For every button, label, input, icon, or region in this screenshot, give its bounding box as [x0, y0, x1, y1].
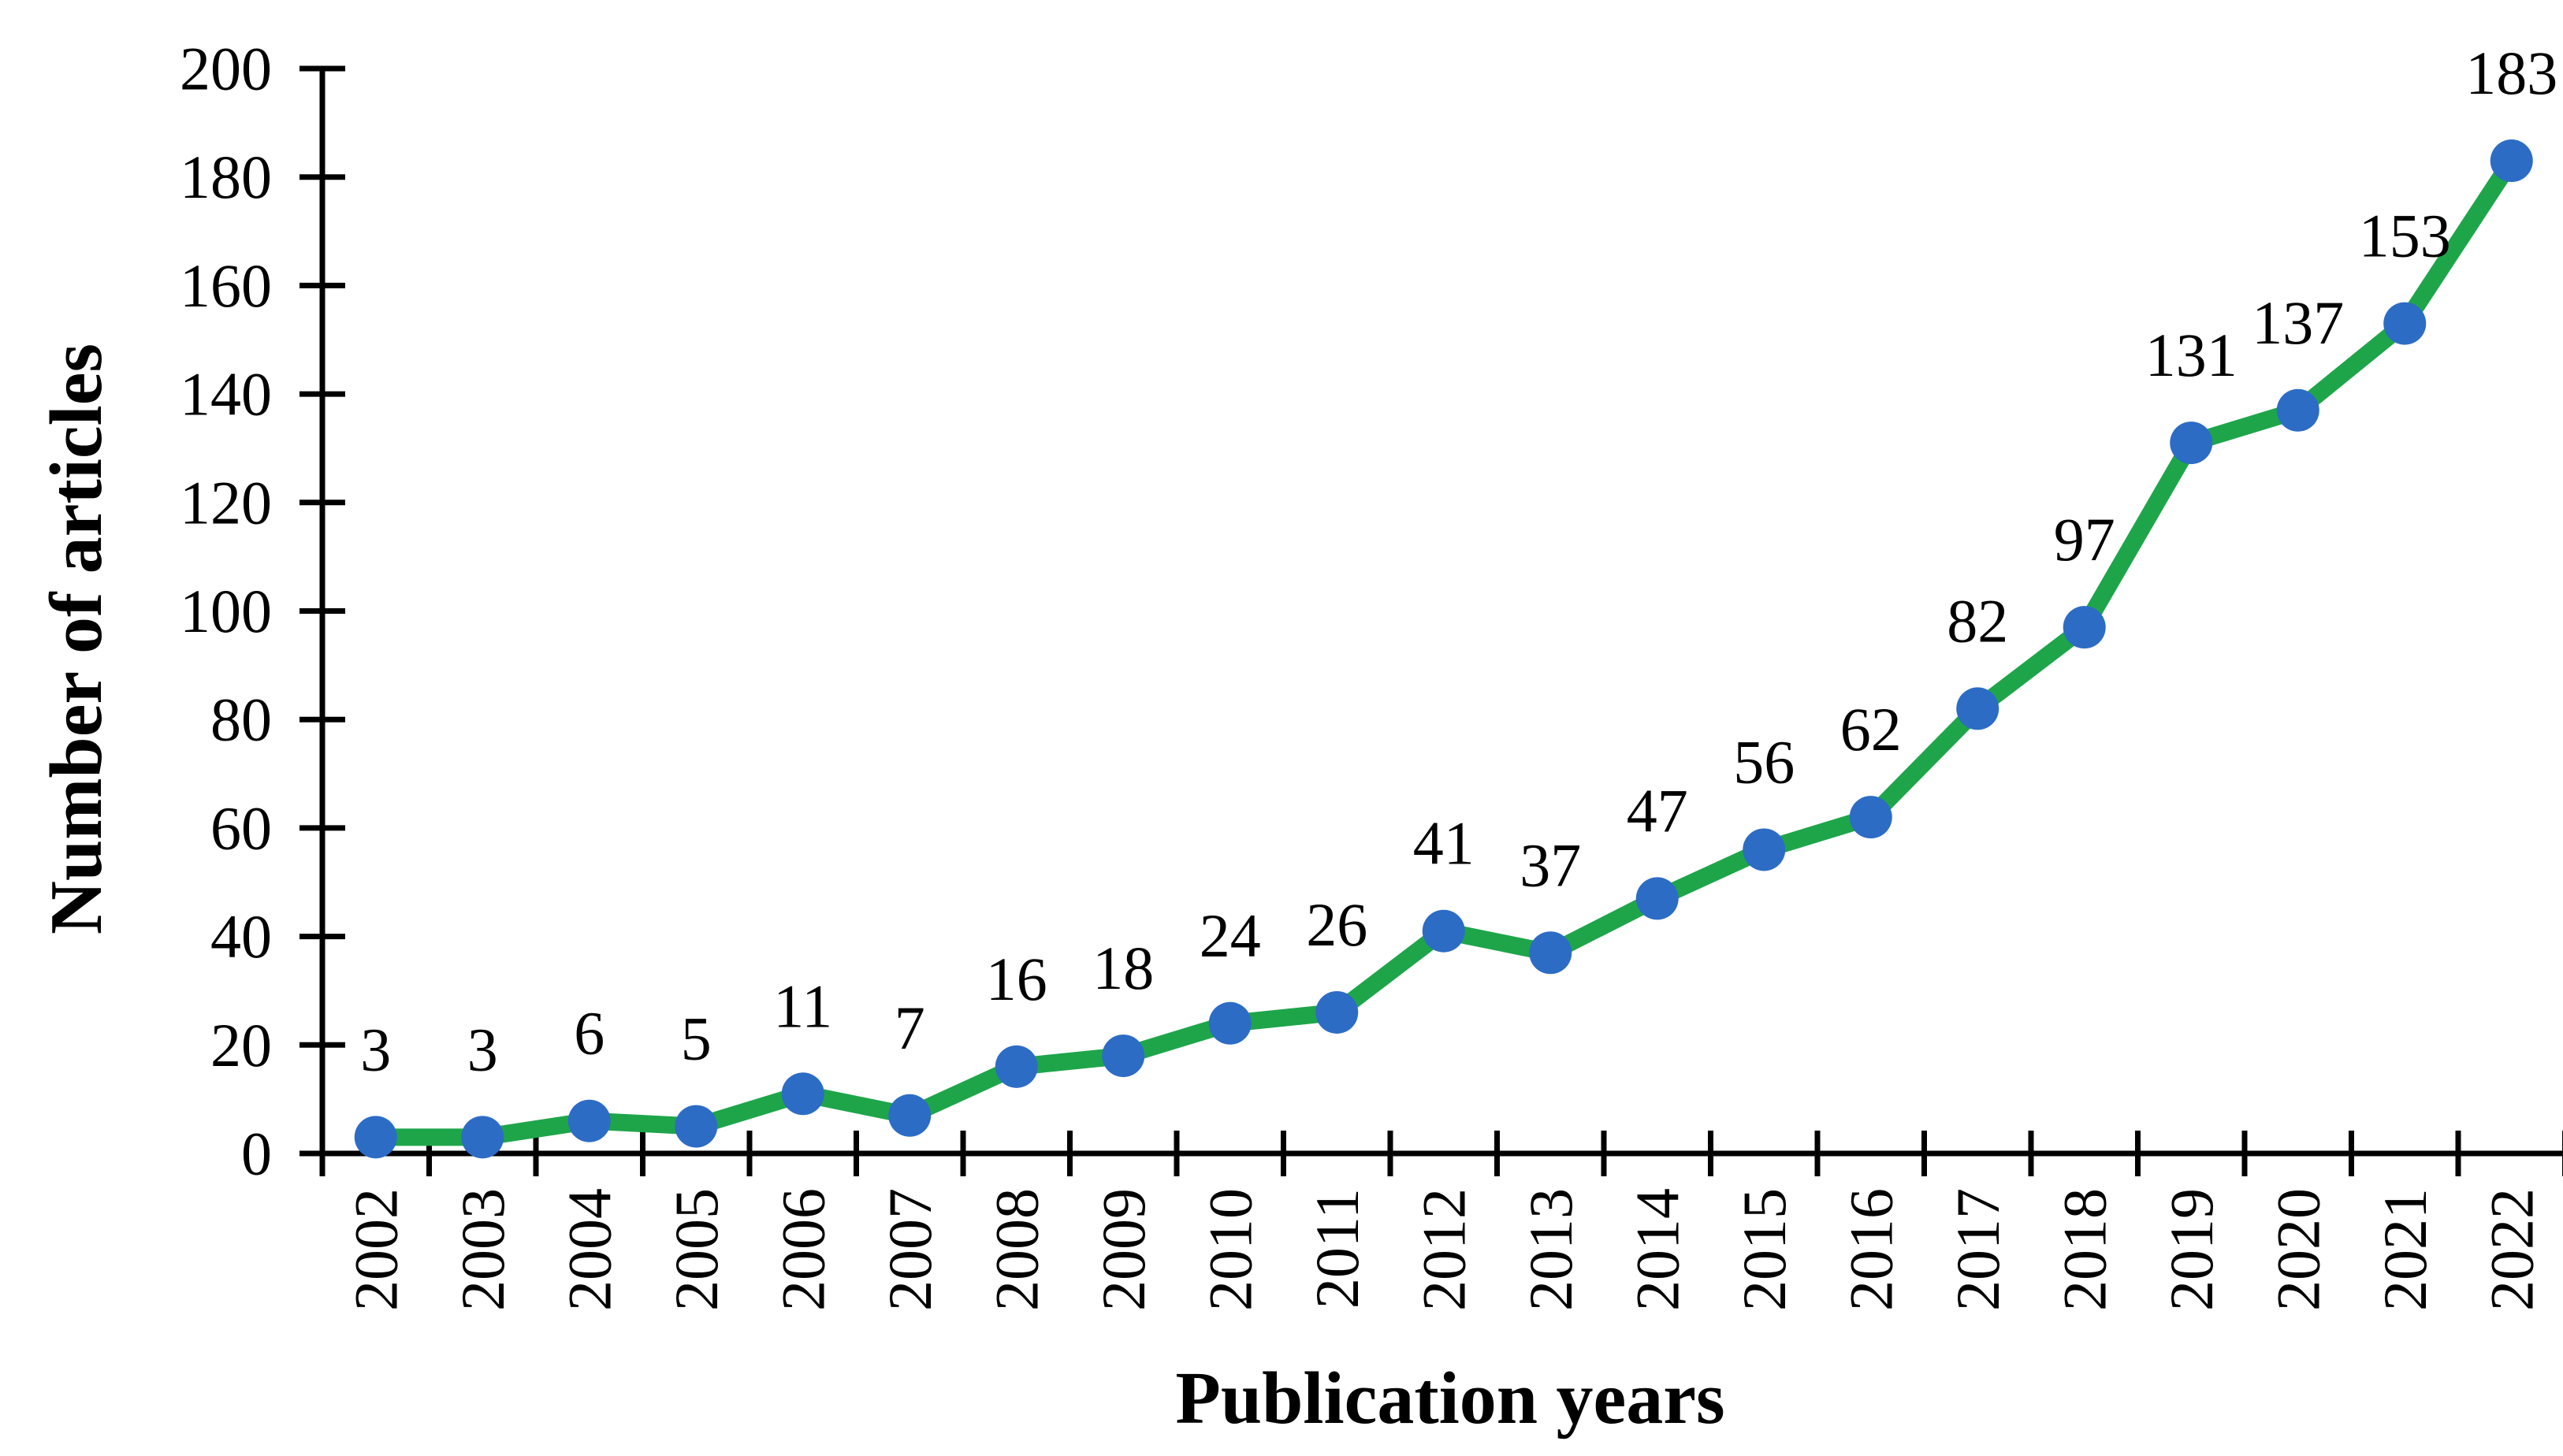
- data-point-marker: [1422, 909, 1465, 953]
- data-point-label: 62: [1840, 695, 1902, 763]
- x-tick-label: 2013: [1516, 1188, 1585, 1311]
- data-point-label: 41: [1413, 809, 1475, 878]
- x-tick-label: 2006: [768, 1188, 837, 1311]
- x-tick-label: 2019: [2157, 1188, 2226, 1311]
- x-tick-label: 2020: [2264, 1188, 2332, 1311]
- data-point-marker: [2383, 302, 2427, 345]
- series-layer: [354, 139, 2533, 1159]
- data-point-marker: [2276, 388, 2319, 432]
- data-point-marker: [461, 1116, 504, 1159]
- data-point-label: 56: [1733, 727, 1795, 796]
- y-tick-label: 0: [241, 1120, 272, 1188]
- data-point-marker: [888, 1094, 932, 1137]
- data-point-label: 183: [2465, 39, 2557, 107]
- data-point-marker: [1208, 1001, 1252, 1045]
- data-point-marker: [2170, 422, 2213, 465]
- data-point-label: 3: [467, 1015, 498, 1083]
- axes-layer: 0 20 40 60 80 100 120 140 160 180 200 2002 2003 2004 2…: [180, 35, 2563, 1311]
- data-point-label: 11: [773, 971, 832, 1040]
- x-tick-label: 2007: [876, 1188, 944, 1311]
- x-tick-label: 2002: [341, 1188, 410, 1311]
- data-point-label: 47: [1627, 776, 1688, 845]
- x-tick-label: 2018: [2050, 1188, 2118, 1311]
- chart-canvas: 0 20 40 60 80 100 120 140 160 180 200 2002 2003 2004 2…: [35, 35, 2563, 1439]
- data-point-label: 16: [986, 945, 1047, 1013]
- y-tick-label: 80: [210, 685, 272, 754]
- series-line: [366, 152, 2520, 1146]
- data-point-marker: [567, 1099, 611, 1142]
- x-tick-label: 2009: [1089, 1188, 1158, 1311]
- data-point-label: 5: [681, 1005, 712, 1073]
- y-tick-label: 180: [180, 143, 272, 211]
- data-point-marker: [1529, 931, 1572, 975]
- data-point-label: 37: [1520, 830, 1581, 899]
- publications-per-year-line-chart: 0 20 40 60 80 100 120 140 160 180 200 2002 2003 2004 2…: [32, 13, 2563, 1456]
- y-tick-label: 100: [180, 577, 272, 645]
- data-point-label: 18: [1092, 934, 1154, 1002]
- data-point-label: 3: [360, 1015, 391, 1083]
- data-point-label: 97: [2054, 505, 2115, 574]
- x-tick-label: 2004: [555, 1188, 623, 1311]
- data-point-marker: [354, 1116, 397, 1159]
- data-point-label: 7: [895, 994, 925, 1062]
- data-point-label: 137: [2252, 288, 2344, 357]
- y-tick-label: 200: [180, 35, 272, 103]
- data-point-marker: [995, 1045, 1038, 1088]
- x-tick-label: 2022: [2477, 1188, 2546, 1311]
- y-tick-label: 140: [180, 360, 272, 429]
- data-point-label: 131: [2145, 321, 2238, 389]
- data-point-label: 26: [1306, 890, 1367, 959]
- x-tick-label: 2005: [662, 1188, 731, 1311]
- data-point-marker: [781, 1072, 824, 1116]
- x-tick-label: 2003: [448, 1188, 517, 1311]
- data-point-marker: [2490, 139, 2533, 183]
- x-axis-title: Publication years: [1175, 1358, 1724, 1439]
- x-tick-label: 2014: [1623, 1188, 1691, 1311]
- x-tick-label: 2012: [1409, 1188, 1478, 1311]
- y-tick-label: 20: [210, 1011, 272, 1079]
- data-point-marker: [1635, 877, 1679, 920]
- data-point-marker: [1315, 990, 1359, 1034]
- x-tick-label: 2021: [2371, 1188, 2439, 1311]
- x-tick-label: 2017: [1944, 1188, 2012, 1311]
- y-tick-label: 40: [210, 902, 272, 971]
- x-tick-label: 2016: [1836, 1188, 1905, 1311]
- data-point-label: 153: [2359, 202, 2451, 270]
- y-tick-label: 60: [210, 793, 272, 862]
- x-tick-label: 2011: [1303, 1188, 1371, 1309]
- data-point-marker: [2063, 606, 2106, 649]
- data-point-marker: [675, 1105, 718, 1148]
- x-tick-label: 2008: [982, 1188, 1051, 1311]
- y-axis-title: Number of articles: [35, 344, 117, 934]
- data-point-marker: [1743, 828, 1786, 871]
- data-point-label: 6: [574, 999, 604, 1068]
- y-tick-label: 160: [180, 251, 272, 320]
- x-tick-label: 2010: [1196, 1188, 1264, 1311]
- data-point-marker: [1102, 1034, 1145, 1078]
- data-point-marker: [1956, 687, 1999, 730]
- data-point-label: 82: [1947, 586, 2008, 655]
- data-point-marker: [1849, 796, 1892, 839]
- y-tick-label: 120: [180, 468, 272, 537]
- data-point-label: 24: [1200, 901, 1261, 970]
- x-tick-label: 2015: [1730, 1188, 1799, 1311]
